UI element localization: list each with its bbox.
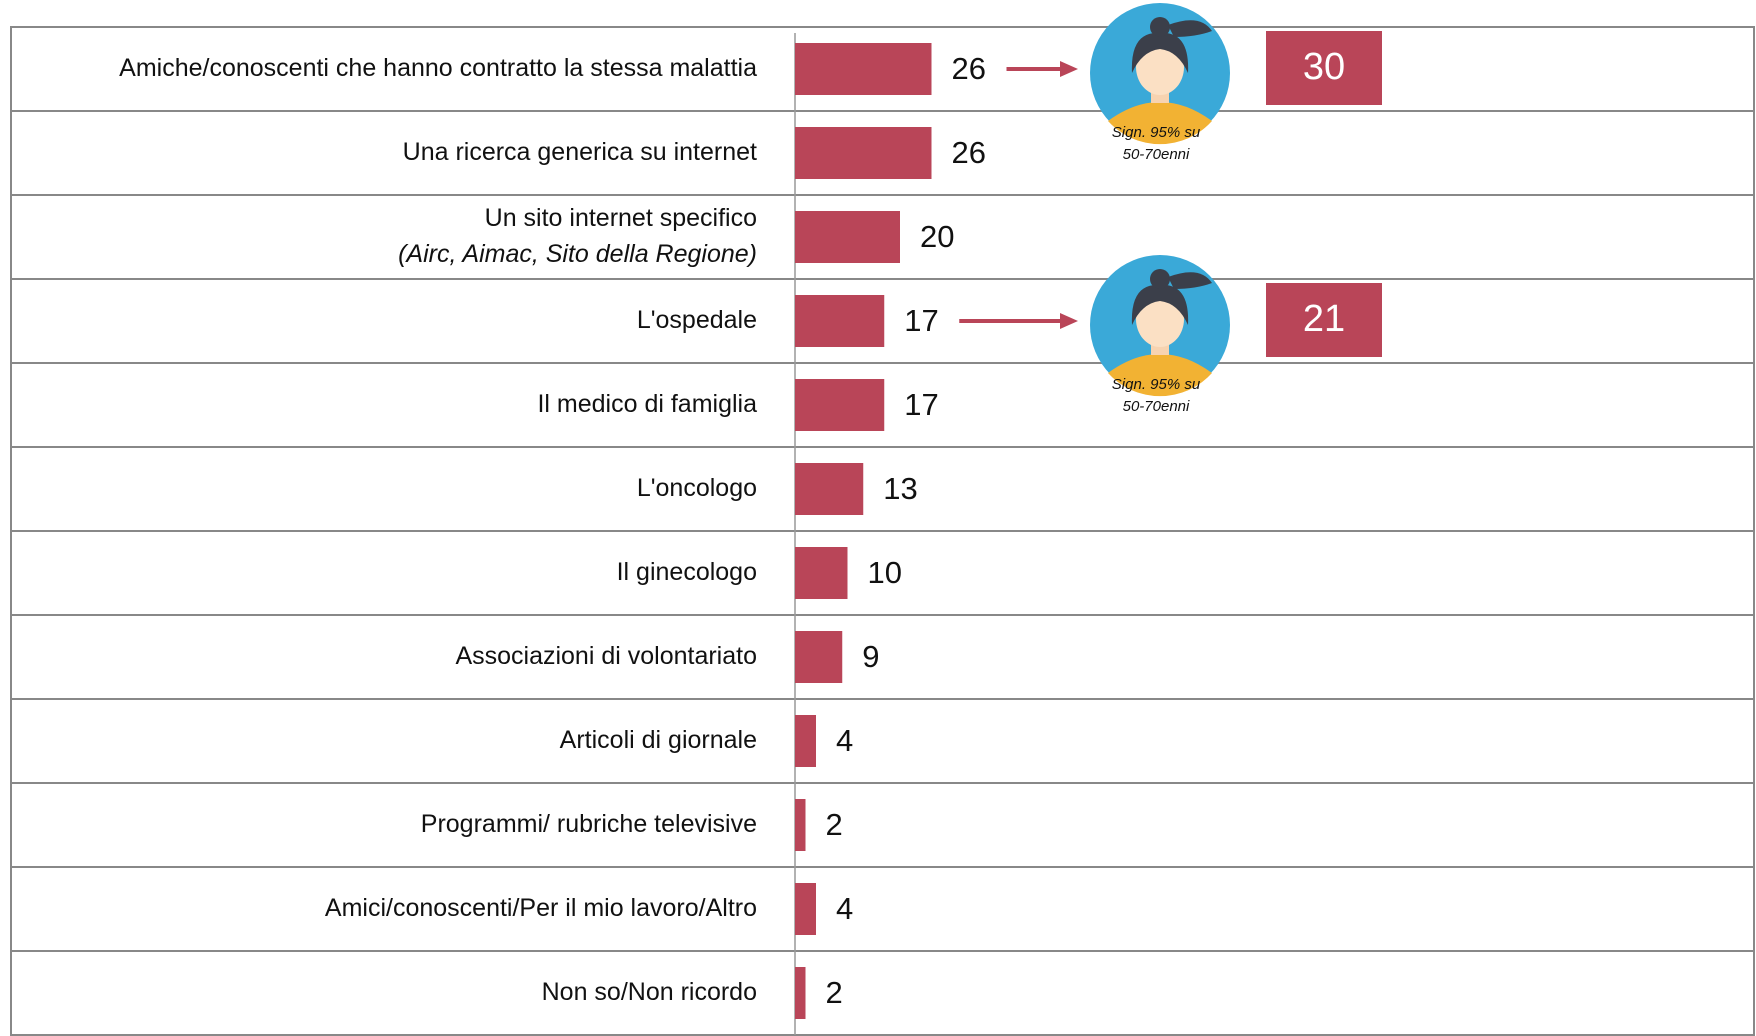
value-label: 10: [868, 555, 902, 590]
category-label: Non so/Non ricordo: [542, 978, 757, 1006]
bar: [795, 463, 863, 515]
avatar-bun: [1150, 17, 1170, 37]
value-label: 4: [836, 723, 853, 758]
significance-note: 50-70enni: [1123, 398, 1190, 415]
category-label: Una ricerca generica su internet: [403, 138, 757, 166]
category-label: L'oncologo: [637, 474, 757, 502]
bar: [795, 715, 816, 767]
arrow-head: [1060, 61, 1078, 77]
category-label: Associazioni di volontariato: [455, 642, 757, 670]
value-label: 9: [862, 639, 879, 674]
subgroup-value: 21: [1303, 298, 1345, 340]
bar: [795, 211, 900, 263]
bar: [795, 295, 884, 347]
category-label: Il medico di famiglia: [537, 390, 757, 418]
subgroup-value: 30: [1303, 46, 1345, 88]
bar: [795, 799, 806, 851]
value-label: 26: [952, 135, 986, 170]
value-label: 17: [904, 387, 938, 422]
bar: [795, 127, 932, 179]
category-label: Amici/conoscenti/Per il mio lavoro/Altro: [325, 894, 757, 922]
avatar-bun: [1150, 269, 1170, 289]
category-label: L'ospedale: [637, 306, 757, 334]
category-label: Amiche/conoscenti che hanno contratto la…: [119, 54, 757, 82]
bar: [795, 547, 848, 599]
value-label: 2: [826, 975, 843, 1010]
value-label: 2: [826, 807, 843, 842]
category-label: Programmi/ rubriche televisive: [421, 810, 757, 838]
value-label: 26: [952, 51, 986, 86]
category-label: Articoli di giornale: [560, 726, 757, 754]
bar: [795, 379, 884, 431]
chart: Amiche/conoscenti che hanno contratto la…: [0, 0, 1756, 1036]
bar: [795, 631, 842, 683]
significance-note: 50-70enni: [1123, 146, 1190, 163]
arrow-head: [1060, 313, 1078, 329]
bar: [795, 967, 806, 1019]
value-label: 4: [836, 891, 853, 926]
category-label: Un sito internet specifico(Airc, Aimac, …: [398, 204, 757, 268]
significance-note: Sign. 95% su: [1112, 124, 1201, 141]
category-label: Il ginecologo: [617, 558, 757, 586]
value-label: 20: [920, 219, 954, 254]
bar: [795, 43, 932, 95]
value-label: 13: [883, 471, 917, 506]
value-label: 17: [904, 303, 938, 338]
significance-note: Sign. 95% su: [1112, 376, 1201, 393]
page: Amiche/conoscenti che hanno contratto la…: [0, 0, 1756, 1036]
bar: [795, 883, 816, 935]
